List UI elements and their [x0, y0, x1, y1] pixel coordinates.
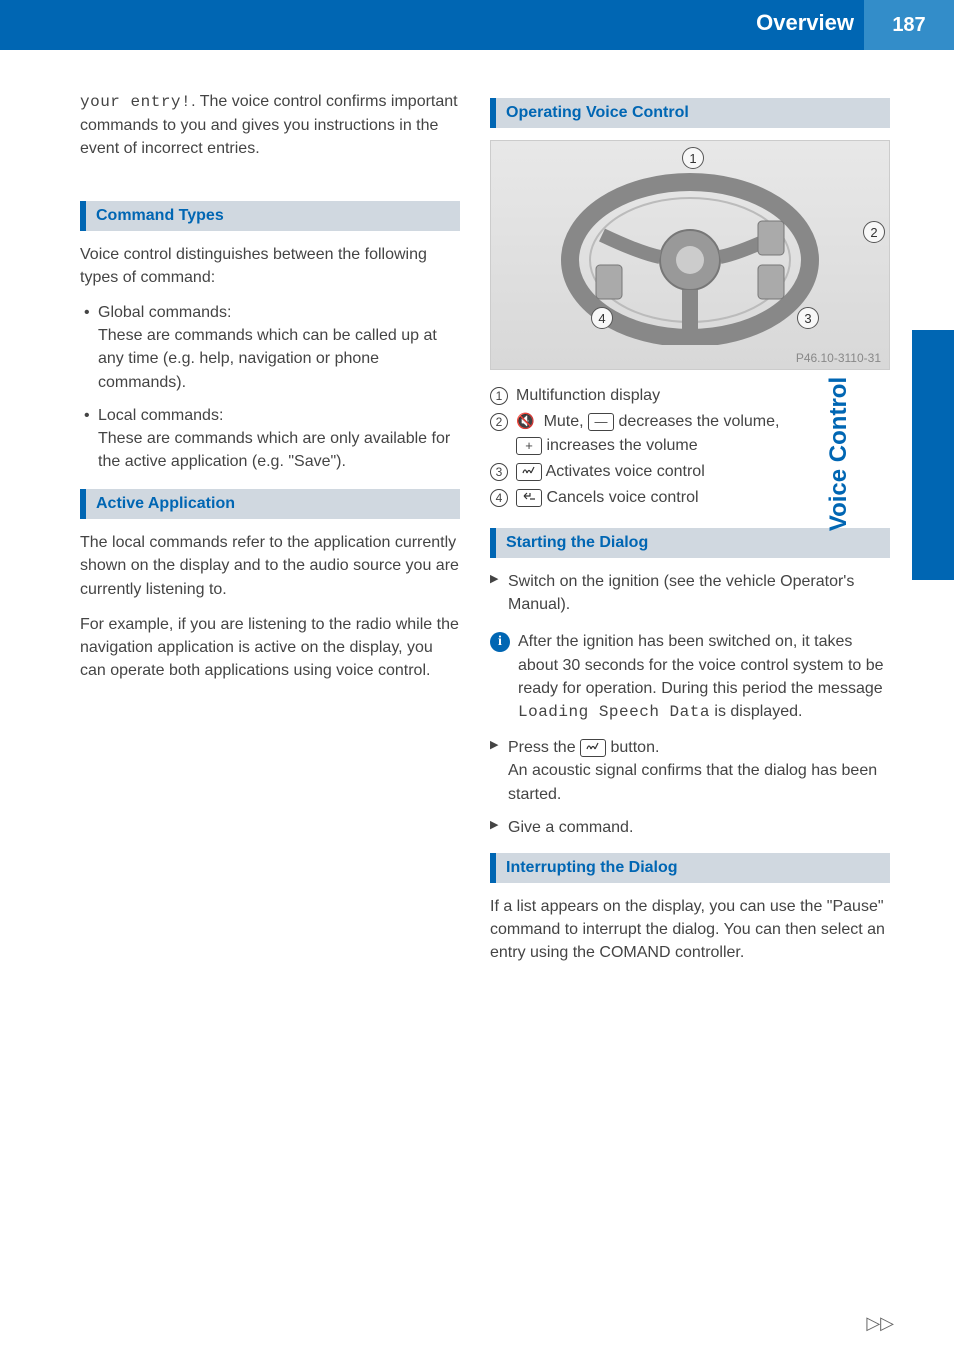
- figure-caption: P46.10-3110-31: [796, 351, 881, 365]
- section-command-types: Command Types: [80, 201, 460, 231]
- steering-wheel-figure: 1 2 3 4 P46.10-3110-31: [490, 140, 890, 370]
- info-text: After the ignition has been switched on,…: [518, 630, 890, 724]
- info-icon: i: [490, 632, 510, 652]
- section-operating-vc: Operating Voice Control: [490, 98, 890, 128]
- step-give-command: Give a command.: [490, 816, 890, 839]
- starting-steps-1: Switch on the ignition (see the vehicle …: [490, 570, 890, 616]
- legend-text-4: Cancels voice control: [516, 486, 699, 510]
- intro-mono: your entry!: [80, 93, 191, 111]
- mute-icon: 🔇: [516, 413, 535, 430]
- step-press-button: Press the button. An acoustic signal con…: [490, 736, 890, 806]
- content-area: your entry!. The voice control confirms …: [0, 50, 954, 1016]
- legend-num-1: 1: [490, 387, 508, 405]
- legend-text-3: Activates voice control: [516, 460, 705, 484]
- step-ignition: Switch on the ignition (see the vehicle …: [490, 570, 890, 616]
- active-app-p1: The local commands refer to the applicat…: [80, 531, 460, 601]
- back-key-icon: [516, 489, 542, 507]
- legend-text-2: 🔇 Mute, — decreases the volume, + increa…: [516, 410, 779, 458]
- legend-num-2: 2: [490, 413, 508, 431]
- figure-callout-1: 1: [682, 147, 704, 169]
- section-active-application: Active Application: [80, 489, 460, 519]
- bullet-global-head: Global commands:: [98, 304, 231, 321]
- header-title: Overview: [756, 10, 854, 36]
- page-number: 187: [864, 0, 954, 50]
- command-types-lead: Voice control distinguishes between the …: [80, 243, 460, 289]
- active-app-p2: For example, if you are listening to the…: [80, 613, 460, 683]
- figure-callout-4: 4: [591, 307, 613, 329]
- legend-num-4: 4: [490, 489, 508, 507]
- starting-steps-2: Press the button. An acoustic signal con…: [490, 736, 890, 839]
- command-types-list: Global commands: These are commands whic…: [80, 301, 460, 473]
- interrupting-p1: If a list appears on the display, you ca…: [490, 895, 890, 965]
- continue-symbol: ▷▷: [866, 1313, 894, 1334]
- voice-key-icon-inline: [580, 739, 606, 757]
- figure-callout-3: 3: [797, 307, 819, 329]
- header-bar: Overview 187: [0, 0, 954, 50]
- left-column: your entry!. The voice control confirms …: [80, 90, 460, 976]
- section-interrupting: Interrupting the Dialog: [490, 853, 890, 883]
- legend-num-3: 3: [490, 463, 508, 481]
- right-column: Operating Voice Control 1 2 3 4 P46.10-3…: [490, 90, 890, 976]
- steering-wheel-icon: [540, 165, 840, 345]
- legend-text-1: Multifunction display: [516, 384, 660, 408]
- minus-key-icon: —: [588, 413, 614, 431]
- side-tab-label: Voice Control: [825, 377, 853, 531]
- bullet-local-head: Local commands:: [98, 407, 223, 424]
- bullet-global-body: These are commands which can be called u…: [98, 324, 460, 394]
- intro-paragraph: your entry!. The voice control confirms …: [80, 90, 460, 161]
- bullet-local: Local commands: These are commands which…: [84, 404, 460, 474]
- figure-callout-2: 2: [863, 221, 885, 243]
- section-starting-dialog: Starting the Dialog: [490, 528, 890, 558]
- loading-msg: Loading Speech Data: [518, 703, 710, 721]
- bullet-global: Global commands: These are commands whic…: [84, 301, 460, 394]
- plus-key-icon: +: [516, 437, 542, 455]
- info-block: i After the ignition has been switched o…: [490, 630, 890, 724]
- side-tab-bar: [912, 330, 954, 580]
- voice-key-icon: [516, 463, 542, 481]
- bullet-local-body: These are commands which are only availa…: [98, 427, 460, 473]
